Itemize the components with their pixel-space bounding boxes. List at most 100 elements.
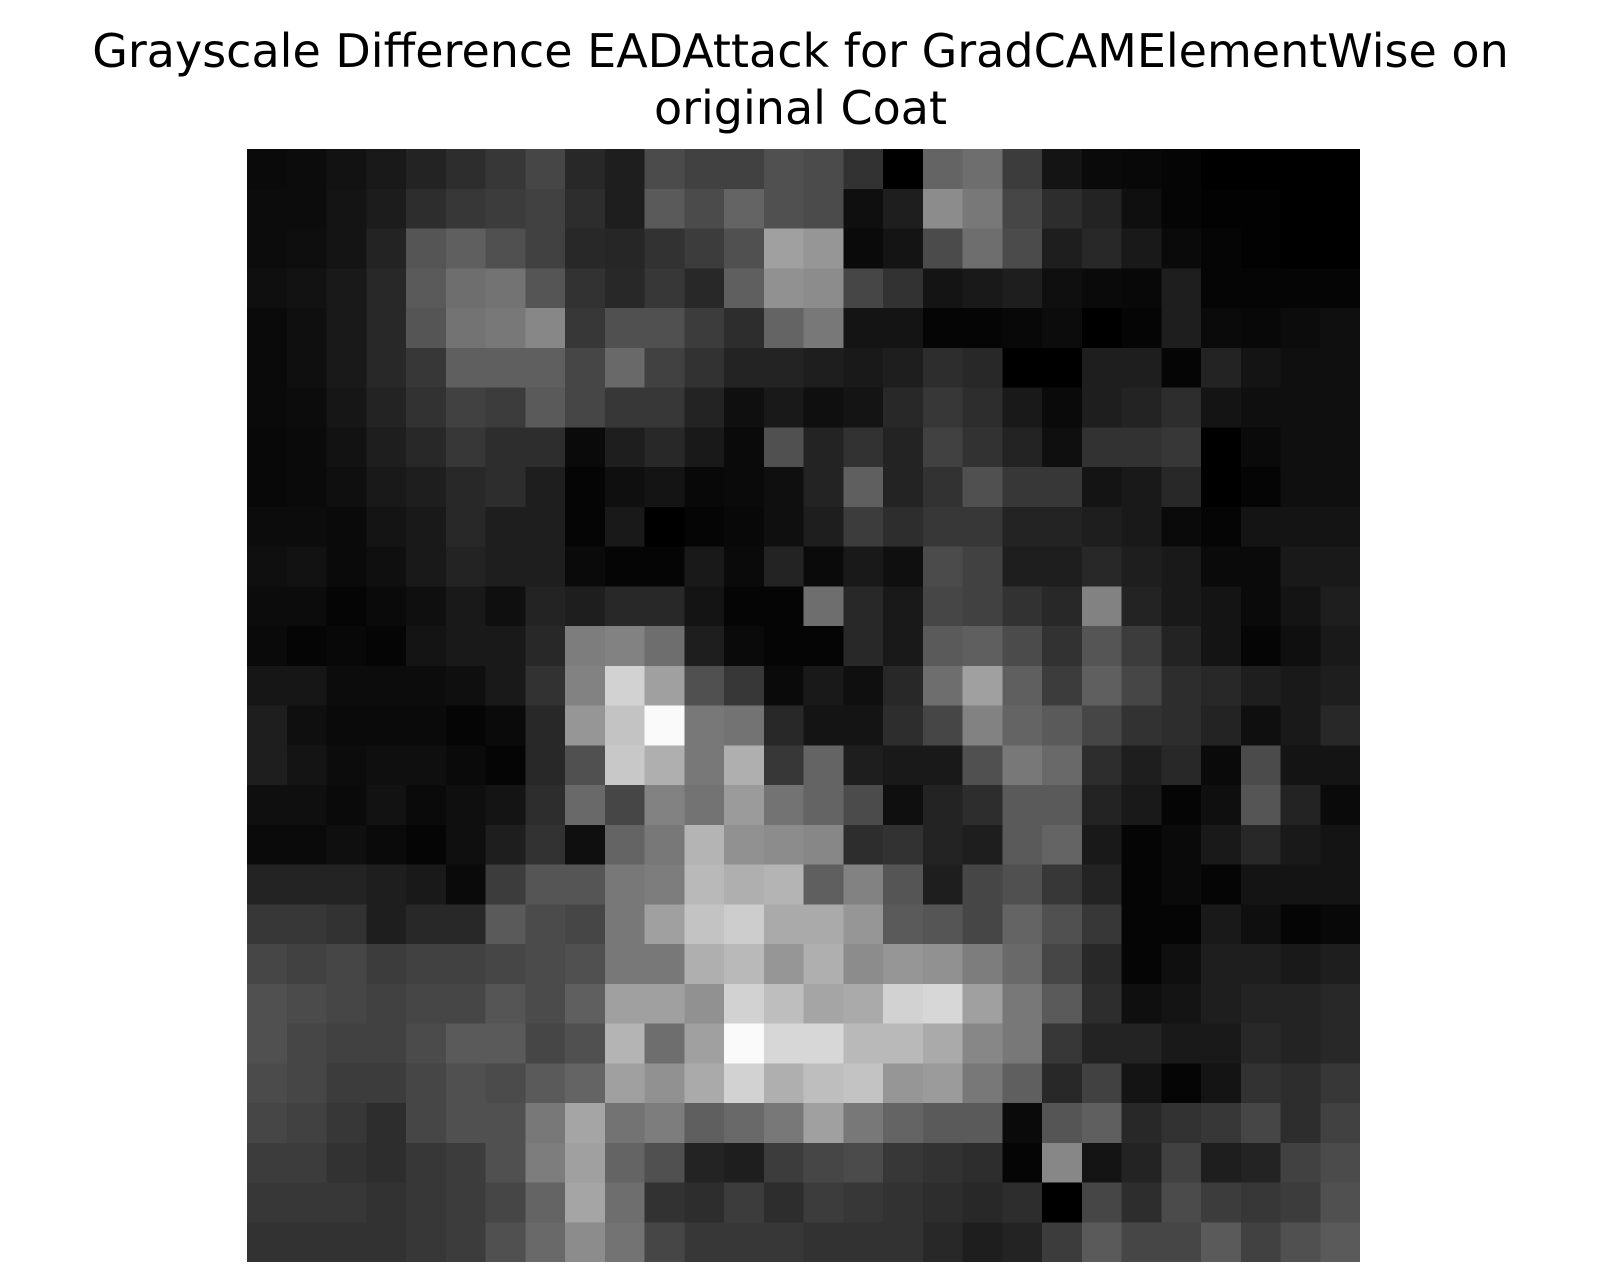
- heatmap-cell: [286, 864, 328, 905]
- heatmap-cell: [326, 1142, 367, 1184]
- heatmap-cell: [843, 268, 884, 309]
- heatmap-cell: [763, 387, 805, 428]
- heatmap-cell: [485, 1182, 526, 1223]
- heatmap-cell: [1161, 864, 1202, 905]
- heatmap-cell: [1081, 387, 1123, 428]
- heatmap-cell: [1121, 944, 1162, 985]
- heatmap-cell: [1042, 1222, 1083, 1262]
- heatmap-cell: [684, 1222, 725, 1262]
- heatmap-cell: [1121, 904, 1162, 945]
- heatmap-cell: [1121, 188, 1162, 230]
- heatmap-cell: [445, 506, 487, 548]
- heatmap-cell: [843, 705, 884, 746]
- heatmap-cell: [763, 1222, 805, 1262]
- heatmap-cell: [604, 347, 646, 389]
- heatmap-cell: [1161, 586, 1202, 627]
- heatmap-cell: [604, 1182, 646, 1223]
- heatmap-cell: [286, 228, 328, 269]
- heatmap-cell: [684, 506, 725, 548]
- heatmap-cell: [1121, 824, 1162, 866]
- heatmap-cell: [485, 665, 526, 707]
- heatmap-cell: [1081, 228, 1123, 269]
- heatmap-cell: [406, 944, 447, 985]
- heatmap-cell: [406, 1023, 447, 1064]
- heatmap-cell: [406, 864, 447, 905]
- heatmap-cell: [565, 506, 606, 548]
- heatmap-cell: [803, 467, 844, 508]
- heatmap-cell: [1002, 188, 1043, 230]
- heatmap-cell: [763, 1182, 805, 1223]
- heatmap-cell: [406, 1063, 447, 1104]
- heatmap-cell: [883, 188, 924, 230]
- heatmap-cell: [565, 1103, 606, 1144]
- heatmap-cell: [286, 427, 328, 468]
- heatmap-cell: [962, 983, 1003, 1025]
- heatmap-cell: [604, 149, 646, 190]
- heatmap-cell: [724, 347, 765, 389]
- heatmap-cell: [1002, 506, 1043, 548]
- heatmap-cell: [1201, 824, 1242, 866]
- heatmap-cell: [724, 1023, 765, 1064]
- heatmap-cell: [843, 1103, 884, 1144]
- heatmap-cell: [1240, 1142, 1282, 1184]
- heatmap-cell: [962, 188, 1003, 230]
- heatmap-cell: [565, 1182, 606, 1223]
- heatmap-cell: [326, 1182, 367, 1223]
- heatmap-cell: [843, 785, 884, 826]
- heatmap-cell: [565, 1142, 606, 1184]
- heatmap-cell: [1081, 1142, 1123, 1184]
- heatmap-cell: [1042, 347, 1083, 389]
- heatmap-cell: [286, 268, 328, 309]
- heatmap-cell: [445, 983, 487, 1025]
- heatmap-cell: [1201, 308, 1242, 349]
- heatmap-cell: [1280, 467, 1321, 508]
- heatmap-cell: [565, 586, 606, 627]
- heatmap-cell: [247, 626, 288, 667]
- heatmap-cell: [724, 1182, 765, 1223]
- heatmap-cell: [1161, 387, 1202, 428]
- heatmap-cell: [922, 586, 964, 627]
- heatmap-cell: [406, 268, 447, 309]
- heatmap-cell: [247, 387, 288, 428]
- heatmap-cell: [962, 427, 1003, 468]
- heatmap-cell: [962, 467, 1003, 508]
- heatmap-cell: [1280, 983, 1321, 1025]
- heatmap-cell: [922, 149, 964, 190]
- heatmap-cell: [525, 944, 566, 985]
- heatmap-cell: [406, 188, 447, 230]
- heatmap-cell: [326, 745, 367, 786]
- heatmap-cell: [1201, 944, 1242, 985]
- heatmap-cell: [604, 427, 646, 468]
- heatmap-cell: [1121, 626, 1162, 667]
- heatmap-cell: [1002, 308, 1043, 349]
- heatmap-cell: [326, 586, 367, 627]
- heatmap-cell: [247, 546, 288, 587]
- heatmap-cell: [247, 467, 288, 508]
- heatmap-cell: [1240, 586, 1282, 627]
- heatmap-cell: [565, 188, 606, 230]
- heatmap-cell: [684, 785, 725, 826]
- heatmap-cell: [843, 387, 884, 428]
- heatmap-cell: [962, 268, 1003, 309]
- heatmap-cell: [684, 149, 725, 190]
- heatmap-cell: [565, 1222, 606, 1262]
- heatmap-cell: [922, 387, 964, 428]
- heatmap-cell: [286, 1023, 328, 1064]
- heatmap-cell: [604, 586, 646, 627]
- heatmap-cell: [366, 824, 407, 866]
- heatmap-cell: [1201, 546, 1242, 587]
- heatmap-cell: [1081, 1182, 1123, 1223]
- heatmap-cell: [1240, 864, 1282, 905]
- heatmap-cell: [644, 347, 685, 389]
- heatmap-cell: [525, 1023, 566, 1064]
- heatmap-cell: [962, 944, 1003, 985]
- heatmap-cell: [763, 626, 805, 667]
- heatmap-cell: [366, 1182, 407, 1223]
- heatmap-cell: [883, 665, 924, 707]
- heatmap-cell: [843, 546, 884, 587]
- heatmap-cell: [1042, 467, 1083, 508]
- heatmap-cell: [1240, 546, 1282, 587]
- heatmap-cell: [1161, 427, 1202, 468]
- heatmap-cell: [366, 1142, 407, 1184]
- heatmap-cell: [644, 188, 685, 230]
